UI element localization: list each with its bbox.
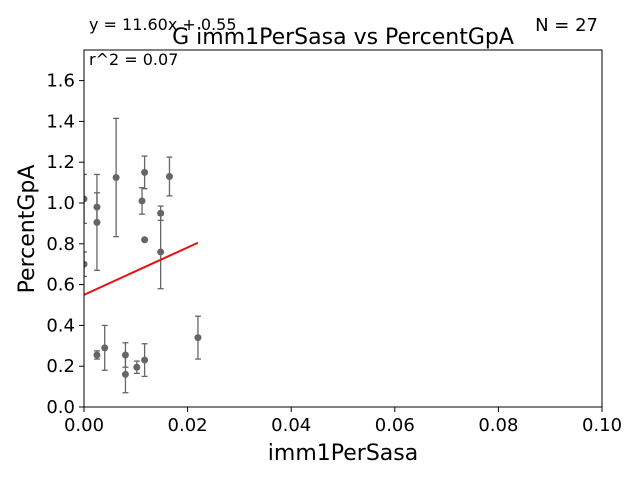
data-point	[121, 355, 129, 394]
x-axis-ticks: 0.00 0.02 0.04 0.06 0.08 0.10	[64, 407, 622, 436]
data-point	[141, 155, 149, 190]
fit-line	[84, 241, 199, 296]
y-axis-ticks: 0.0 0.2 0.4 0.6 0.8 1.0 1.2 1.4 1.6	[46, 71, 84, 418]
data-point	[138, 187, 146, 215]
point-marker	[93, 351, 101, 359]
y-tick-label: 0.0	[46, 397, 75, 418]
plot-layer	[84, 117, 202, 394]
point-marker	[93, 218, 101, 226]
point-marker	[84, 195, 88, 203]
x-tick-label: 0.10	[582, 415, 622, 436]
point-marker	[101, 344, 109, 352]
point-marker	[165, 172, 173, 180]
point-marker	[141, 356, 149, 364]
x-tick-label: 0.08	[478, 415, 518, 436]
point-marker	[141, 236, 149, 244]
data-point	[157, 214, 165, 290]
y-tick-label: 0.2	[46, 356, 75, 377]
data-point	[194, 315, 202, 360]
n-annotation: N = 27	[535, 15, 598, 36]
y-tick-label: 0.4	[46, 315, 75, 336]
plot-frame	[83, 49, 603, 408]
point-marker	[133, 363, 141, 371]
point-marker	[112, 174, 120, 181]
point-marker	[141, 168, 149, 176]
chart-title: G imm1PerSasa vs PercentGpA	[172, 25, 514, 50]
point-marker	[121, 351, 129, 359]
x-axis-label: imm1PerSasa	[268, 441, 418, 466]
data-point	[133, 360, 141, 374]
data-point	[141, 343, 149, 378]
point-marker	[121, 370, 129, 378]
x-tick-label: 0.02	[168, 415, 208, 436]
y-tick-label: 0.8	[46, 234, 75, 255]
point-marker	[84, 260, 88, 268]
x-tick-label: 0.06	[375, 415, 415, 436]
x-tick-label: 0.04	[271, 415, 311, 436]
point-marker	[157, 248, 165, 256]
data-point	[141, 236, 149, 244]
data-point	[93, 173, 101, 271]
point-marker	[138, 197, 146, 205]
y-tick-label: 1.4	[46, 111, 75, 132]
equation-annotation: y = 11.60x + 0.55	[89, 15, 237, 34]
data-point	[112, 117, 120, 238]
y-tick-label: 1.6	[46, 71, 75, 92]
y-tick-label: 1.2	[46, 152, 75, 173]
x-tick-label: 0.00	[64, 415, 104, 436]
data-point	[84, 251, 88, 278]
data-point	[121, 342, 129, 368]
data-point	[93, 350, 101, 360]
y-axis-label: PercentGpA	[15, 165, 40, 294]
point-marker	[194, 334, 202, 342]
y-tick-label: 1.0	[46, 193, 75, 214]
data-point	[101, 324, 109, 371]
data-point	[84, 173, 88, 225]
r-squared-annotation: r^2 = 0.07	[89, 50, 178, 69]
y-tick-label: 0.6	[46, 275, 75, 296]
data-point	[165, 156, 173, 197]
